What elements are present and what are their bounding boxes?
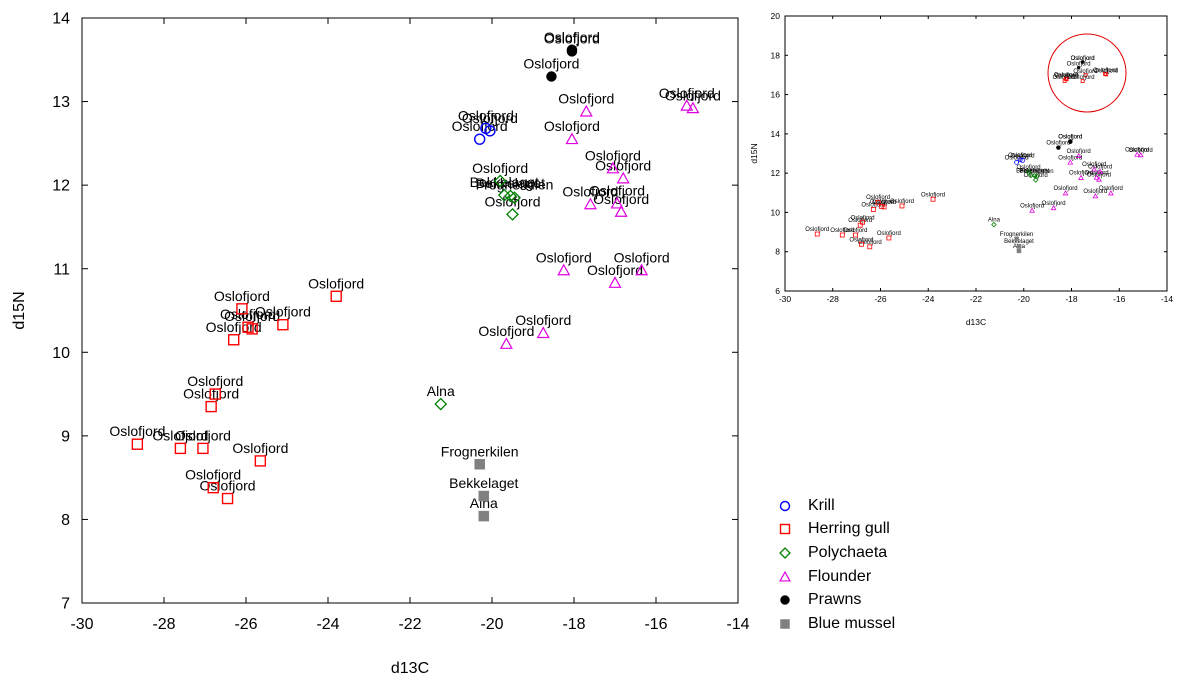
plot-frame (785, 16, 1167, 291)
x-tick-label: -16 (1113, 294, 1126, 304)
y-tick-label: 6 (775, 286, 780, 296)
legend-label: Flounder (808, 568, 871, 586)
legend-marker-prawns (778, 593, 808, 607)
prawns-point (1068, 140, 1072, 144)
highlight-point-label: Oslofjord (1094, 68, 1118, 74)
x-tick-label: -28 (827, 294, 840, 304)
y-tick-label: 12 (771, 168, 781, 178)
y-tick-label: 10 (771, 207, 781, 217)
y-tick-label: 16 (771, 90, 781, 100)
legend-item-prawns: Prawns (778, 588, 998, 612)
krill-legend-symbol (781, 501, 790, 510)
legend-item-blue-mussel: Blue mussel (778, 612, 998, 636)
x-axis-title: d13C (966, 317, 986, 327)
x-tick-label: -26 (874, 294, 887, 304)
x-tick-label: -18 (1065, 294, 1078, 304)
legend-label: Polychaeta (808, 544, 887, 562)
x-tick-label: -24 (922, 294, 935, 304)
legend-label: Herring gull (808, 520, 890, 538)
legend-marker-flounder (778, 570, 808, 584)
legend-marker-blue-mussel (778, 617, 808, 631)
highlight-point-label: Oslofjord (1071, 75, 1095, 81)
highlight-point-label: Oslofjord (1067, 62, 1091, 68)
blue-mussel-legend-symbol (781, 619, 790, 628)
flounder-legend-symbol (780, 572, 790, 581)
polychaeta-legend-symbol (780, 548, 790, 558)
herring-gull-legend-symbol (781, 525, 790, 534)
legend-item-herring-gull: Herring gull (778, 518, 998, 542)
blue-mussel-point (1017, 244, 1021, 248)
x-tick-label: -22 (970, 294, 983, 304)
blue-mussel-point (1015, 237, 1019, 241)
legend-item-krill: Krill (778, 494, 998, 518)
y-tick-label: 18 (771, 50, 781, 60)
blue-mussel-point (1017, 249, 1021, 253)
legend-marker-krill (778, 499, 808, 513)
y-tick-label: 14 (771, 129, 781, 139)
prawns-legend-symbol (781, 596, 790, 605)
y-axis-title: d15N (749, 143, 759, 163)
y-tick-label: 8 (775, 247, 780, 257)
legend-marker-herring-gull (778, 522, 808, 536)
prawns-point (1056, 146, 1060, 150)
legend-label: Krill (808, 497, 835, 515)
legend-marker-polychaeta (778, 546, 808, 560)
legend-label: Blue mussel (808, 615, 895, 633)
x-tick-label: -14 (1161, 294, 1174, 304)
legend-label: Prawns (808, 591, 861, 609)
y-tick-label: 20 (771, 11, 781, 21)
x-tick-label: -30 (779, 294, 792, 304)
legend-item-polychaeta: Polychaeta (778, 541, 998, 565)
chart-legend: Krill Herring gull Polychaeta Flounder Prawn… (778, 494, 998, 636)
x-tick-label: -20 (1018, 294, 1031, 304)
legend-item-flounder: Flounder (778, 565, 998, 589)
